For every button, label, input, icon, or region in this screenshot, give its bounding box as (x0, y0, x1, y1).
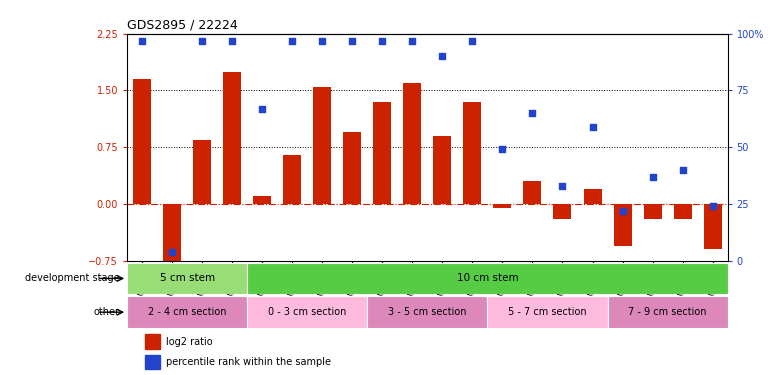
Point (677, 167, 689, 173)
Bar (247, 262, 728, 294)
Bar (313, 87, 331, 204)
Point (707, 203, 719, 209)
Bar (343, 132, 361, 204)
Point (466, 38, 478, 44)
Bar (367, 296, 487, 328)
Point (166, 249, 179, 255)
Bar (223, 72, 241, 204)
Text: 3 - 5 cm section: 3 - 5 cm section (388, 307, 467, 317)
Bar (283, 155, 301, 204)
Text: 2 - 4 cm section: 2 - 4 cm section (148, 307, 226, 317)
Bar (644, 204, 661, 219)
Point (376, 38, 388, 44)
Text: log2 ratio: log2 ratio (166, 336, 213, 346)
Point (556, 183, 568, 189)
Bar (163, 204, 181, 268)
Text: other: other (93, 307, 119, 317)
Bar (403, 83, 421, 204)
Text: percentile rank within the sample: percentile rank within the sample (166, 357, 331, 367)
Point (526, 110, 538, 116)
Text: 0 - 3 cm section: 0 - 3 cm section (268, 307, 346, 317)
Point (196, 38, 208, 44)
Text: 10 cm stem: 10 cm stem (457, 273, 518, 284)
Point (136, 38, 148, 44)
Bar (133, 79, 151, 204)
Bar (704, 204, 721, 249)
Point (256, 106, 269, 112)
Point (407, 38, 419, 44)
Point (346, 38, 358, 44)
Point (587, 124, 599, 130)
Bar (494, 204, 511, 208)
Bar (554, 204, 571, 219)
Point (436, 54, 448, 60)
Bar (524, 181, 541, 204)
Point (226, 38, 239, 44)
Bar (193, 140, 211, 204)
Bar (373, 102, 391, 204)
Bar (253, 196, 271, 204)
Bar (487, 296, 608, 328)
Bar (247, 296, 367, 328)
Text: 5 - 7 cm section: 5 - 7 cm section (508, 307, 587, 317)
Bar (674, 204, 691, 219)
Bar (145, 355, 160, 369)
Bar (608, 296, 728, 328)
Bar (127, 262, 247, 294)
Bar (464, 102, 481, 204)
Text: GDS2895 / 22224: GDS2895 / 22224 (127, 18, 238, 31)
Point (646, 174, 658, 180)
Bar (145, 334, 160, 349)
Point (286, 38, 298, 44)
Point (496, 147, 508, 153)
Bar (434, 136, 451, 204)
Point (316, 38, 328, 44)
Text: development stage: development stage (25, 273, 119, 284)
Point (616, 208, 628, 214)
Bar (127, 296, 247, 328)
Bar (584, 189, 601, 204)
Text: 5 cm stem: 5 cm stem (159, 273, 215, 284)
Text: 7 - 9 cm section: 7 - 9 cm section (628, 307, 707, 317)
Bar (614, 204, 631, 246)
